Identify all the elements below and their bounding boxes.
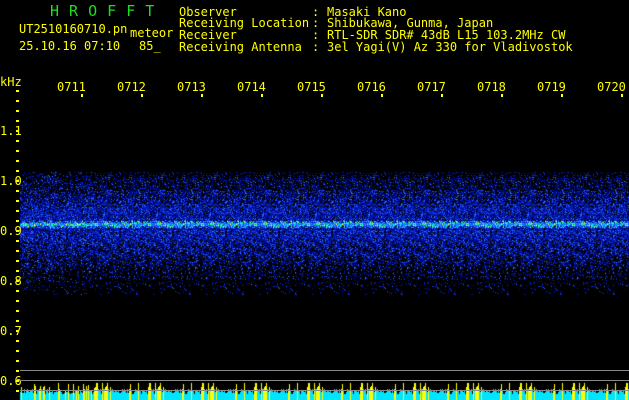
y-tick bbox=[16, 90, 19, 92]
y-tick bbox=[16, 100, 19, 102]
time-label: 0713 bbox=[177, 80, 206, 94]
x-tick bbox=[381, 94, 383, 97]
time-label: 0716 bbox=[357, 80, 386, 94]
colon: : bbox=[312, 28, 320, 42]
antenna-value: 3el Yagi(V) Az 330 for Vladivostok bbox=[327, 40, 573, 54]
reference-line bbox=[20, 380, 629, 381]
filename: UT2510160710.pn bbox=[19, 22, 128, 36]
y-tick bbox=[16, 250, 19, 252]
x-tick bbox=[81, 94, 83, 97]
y-tick bbox=[16, 260, 19, 262]
time-label: 0718 bbox=[477, 80, 506, 94]
app-title: H R O F F T bbox=[50, 2, 155, 20]
observer-value: Masaki Kano bbox=[327, 5, 407, 19]
time-label: 0717 bbox=[417, 80, 446, 94]
y-tick bbox=[16, 370, 19, 372]
x-tick bbox=[321, 94, 323, 97]
y-tick bbox=[16, 360, 19, 362]
x-tick bbox=[141, 94, 143, 97]
y-tick bbox=[16, 380, 19, 382]
x-tick bbox=[201, 94, 203, 97]
y-tick bbox=[16, 150, 19, 152]
location-label: Receiving Location bbox=[179, 16, 310, 30]
receiver-value: RTL-SDR SDR# 43dB L15 103.2MHz CW bbox=[327, 28, 566, 42]
y-tick bbox=[16, 340, 19, 342]
reference-line bbox=[20, 370, 629, 371]
x-tick bbox=[561, 94, 563, 97]
y-tick bbox=[16, 290, 19, 292]
level-value: 85_ bbox=[139, 39, 161, 53]
time-label: 0711 bbox=[57, 80, 86, 94]
y-tick bbox=[16, 130, 19, 132]
freq-label: 0.6 bbox=[0, 374, 22, 388]
time-label: 0715 bbox=[297, 80, 326, 94]
y-tick bbox=[16, 230, 19, 232]
time-label: 0714 bbox=[237, 80, 266, 94]
colon: : bbox=[312, 5, 320, 19]
colon: : bbox=[312, 40, 320, 54]
y-tick bbox=[16, 350, 19, 352]
y-tick bbox=[16, 140, 19, 142]
observer-label: Observer bbox=[179, 5, 237, 19]
y-tick bbox=[16, 170, 19, 172]
y-tick bbox=[16, 210, 19, 212]
x-tick bbox=[261, 94, 263, 97]
freq-label: 0.9 bbox=[0, 224, 22, 238]
y-tick bbox=[16, 220, 19, 222]
y-tick bbox=[16, 240, 19, 242]
y-tick bbox=[16, 160, 19, 162]
y-tick bbox=[16, 300, 19, 302]
y-tick bbox=[16, 180, 19, 182]
location-value: Shibukawa, Gunma, Japan bbox=[327, 16, 494, 30]
x-tick bbox=[501, 94, 503, 97]
time-label: 0712 bbox=[117, 80, 146, 94]
y-tick bbox=[16, 120, 19, 122]
y-tick bbox=[16, 110, 19, 112]
freq-label: 1.0 bbox=[0, 174, 22, 188]
y-tick bbox=[16, 390, 19, 392]
y-tick bbox=[16, 270, 19, 272]
colon: : bbox=[312, 16, 320, 30]
time-label: 0719 bbox=[537, 80, 566, 94]
unit-label: kHz bbox=[0, 75, 22, 89]
y-tick bbox=[16, 190, 19, 192]
freq-label: 0.8 bbox=[0, 274, 22, 288]
freq-label: 1.1 bbox=[0, 124, 22, 138]
receiver-label: Receiver bbox=[179, 28, 237, 42]
antenna-label: Receiving Antenna bbox=[179, 40, 302, 54]
mode-label: meteor bbox=[130, 26, 174, 40]
x-tick bbox=[621, 94, 623, 97]
y-tick bbox=[16, 200, 19, 202]
time-label: 0720 bbox=[597, 80, 626, 94]
reference-line bbox=[20, 390, 629, 391]
x-tick bbox=[441, 94, 443, 97]
y-tick bbox=[16, 320, 19, 322]
y-tick bbox=[16, 310, 19, 312]
freq-label: 0.7 bbox=[0, 324, 22, 338]
y-tick bbox=[16, 280, 19, 282]
y-tick bbox=[16, 330, 19, 332]
datetime: 25.10.16 07:10 bbox=[19, 39, 121, 53]
